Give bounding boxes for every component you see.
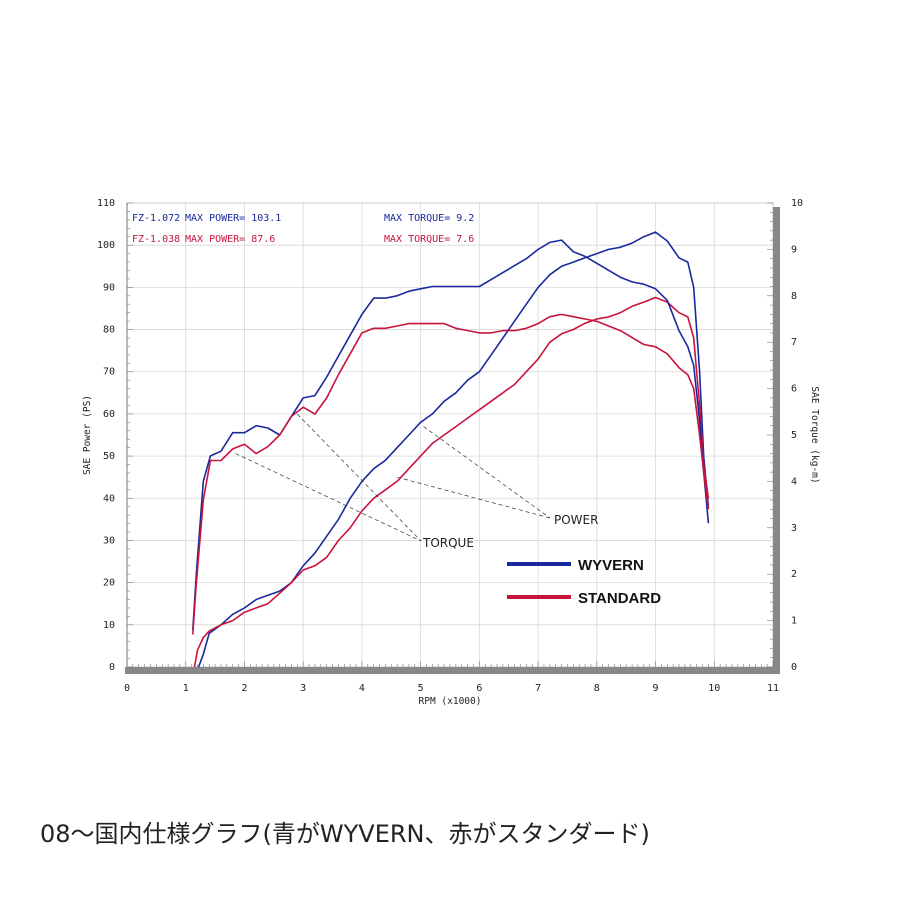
y-left-tick-label: 40 — [103, 493, 115, 504]
y-left-tick-label: 10 — [103, 620, 115, 631]
x-tick-label: 6 — [476, 683, 482, 694]
y-left-tick-label: 0 — [109, 662, 115, 673]
y-left-tick-label: 90 — [103, 282, 115, 293]
x-tick-label: 1 — [183, 683, 189, 694]
y-left-tick-label: 80 — [103, 325, 115, 336]
y-right-tick-label: 0 — [791, 662, 797, 673]
info-model: FZ-1.072 — [132, 213, 180, 224]
x-tick-label: 7 — [535, 683, 541, 694]
info-max-power: MAX POWER= 87.6 — [185, 234, 275, 245]
x-tick-label: 0 — [124, 683, 130, 694]
y-right-tick-label: 1 — [791, 616, 797, 627]
series-line-standard-power — [193, 296, 710, 668]
power-leader-line — [397, 476, 551, 519]
legend-label-wyvern: WYVERN — [578, 557, 644, 574]
x-tick-label: 10 — [708, 683, 720, 694]
y-left-tick-label: 60 — [103, 409, 115, 420]
y-right-tick-label: 3 — [791, 523, 797, 534]
y-left-axis-title: SAE Power (PS) — [82, 395, 93, 475]
chart-annotations: POWER TORQUE — [235, 413, 598, 550]
y-left-tick-label: 100 — [97, 240, 115, 251]
legend-label-standard: STANDARD — [578, 590, 661, 607]
series-line-wyvern-power — [197, 231, 710, 668]
y-right-tick-label: 6 — [791, 384, 797, 395]
series-line-standard-torque — [192, 313, 710, 635]
x-tick-label: 5 — [418, 683, 424, 694]
x-axis-bar — [125, 667, 779, 674]
series-line-wyvern-torque — [192, 239, 710, 630]
torque-leader-line — [297, 413, 422, 542]
x-tick-label: 9 — [653, 683, 659, 694]
dyno-chart: 0 1 2 3 4 5 6 7 8 9 10 1101020304050607080901001100… — [82, 198, 820, 707]
torque-leader-line — [235, 453, 422, 542]
x-tick-label: 3 — [300, 683, 306, 694]
right-axis-bar — [773, 207, 780, 674]
power-leader-line — [423, 426, 551, 519]
y-right-tick-label: 8 — [791, 291, 797, 302]
chart-legend: WYVERN STANDARD — [507, 557, 661, 607]
y-right-tick-label: 5 — [791, 430, 797, 441]
x-tick-label: 4 — [359, 683, 365, 694]
y-right-tick-label: 2 — [791, 569, 797, 580]
info-max-power: MAX POWER= 103.1 — [185, 213, 281, 224]
chart-axes: 0 1 2 3 4 5 6 7 8 9 10 1101020304050607080901001100… — [82, 198, 820, 707]
x-tick-label: 2 — [241, 683, 247, 694]
x-axis-title: RPM (x1000) — [419, 696, 482, 707]
y-right-tick-label: 10 — [791, 198, 803, 209]
y-right-tick-label: 9 — [791, 244, 797, 255]
y-left-tick-label: 30 — [103, 535, 115, 546]
chart-grid — [126, 202, 774, 668]
x-tick-label: 11 — [767, 683, 779, 694]
info-max-torque: MAX TORQUE= 7.6 — [384, 234, 474, 245]
y-left-tick-label: 110 — [97, 198, 115, 209]
torque-annotation: TORQUE — [422, 536, 474, 550]
chart-curves — [192, 231, 710, 668]
info-max-torque: MAX TORQUE= 9.2 — [384, 213, 474, 224]
x-tick-label: 8 — [594, 683, 600, 694]
plot-area — [126, 202, 774, 668]
y-left-tick-label: 50 — [103, 451, 115, 462]
y-left-tick-label: 20 — [103, 578, 115, 589]
chart-info-block: FZ-1.072 MAX POWER= 103.1 MAX TORQUE= 9.2 F… — [132, 213, 474, 245]
page-caption: 08～国内仕様グラフ(青がWYVERN、赤がスタンダード) — [40, 820, 650, 848]
info-model: FZ-1.038 — [132, 234, 180, 245]
power-annotation: POWER — [554, 513, 598, 527]
y-left-tick-label: 70 — [103, 367, 115, 378]
y-right-axis-title: SAE Torque (kg-m) — [809, 386, 820, 483]
y-right-tick-label: 4 — [791, 476, 797, 487]
y-right-tick-label: 7 — [791, 337, 797, 348]
